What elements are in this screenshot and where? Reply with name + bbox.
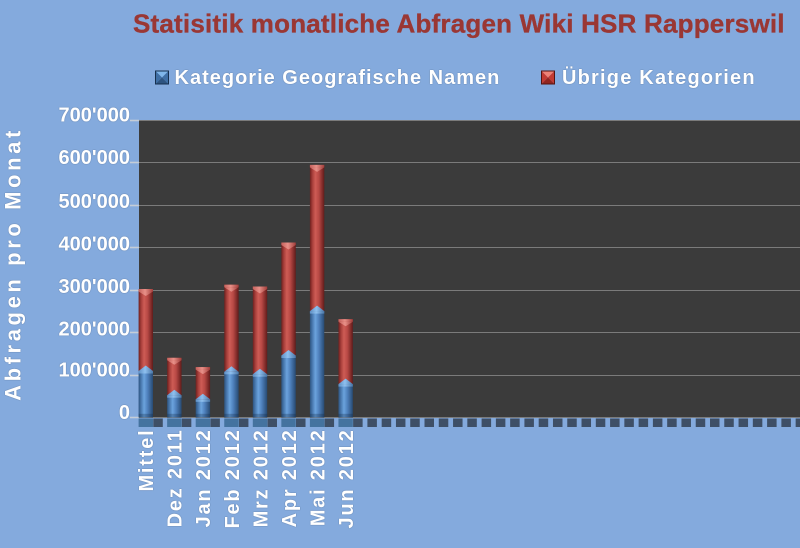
svg-text:Mai 2012: Mai 2012: [307, 429, 329, 527]
svg-text:Kategorie Geografische Namen: Kategorie Geografische Namen: [175, 67, 501, 89]
svg-text:200'000: 200'000: [59, 319, 131, 341]
svg-text:Apr 2012: Apr 2012: [279, 429, 301, 528]
svg-text:Jan 2012: Jan 2012: [193, 429, 215, 528]
svg-text:700'000: 700'000: [59, 105, 131, 127]
svg-text:Dez 2011: Dez 2011: [165, 429, 187, 528]
svg-text:300'000: 300'000: [59, 276, 131, 298]
svg-text:Übrige Kategorien: Übrige Kategorien: [562, 66, 756, 89]
svg-text:500'000: 500'000: [59, 191, 131, 213]
svg-text:Mittel: Mittel: [136, 429, 158, 492]
svg-text:Feb 2012: Feb 2012: [222, 429, 244, 529]
svg-text:Abfragen pro Monat: Abfragen pro Monat: [1, 127, 26, 401]
svg-text:400'000: 400'000: [59, 234, 131, 256]
svg-text:Jun 2012: Jun 2012: [336, 429, 358, 529]
svg-text:100'000: 100'000: [59, 360, 131, 382]
svg-text:600'000: 600'000: [59, 147, 131, 169]
svg-text:Mrz 2012: Mrz 2012: [250, 429, 272, 528]
svg-text:Statisitik monatliche Abfragen: Statisitik monatliche Abfragen Wiki HSR …: [133, 9, 785, 39]
svg-text:0: 0: [119, 402, 130, 424]
